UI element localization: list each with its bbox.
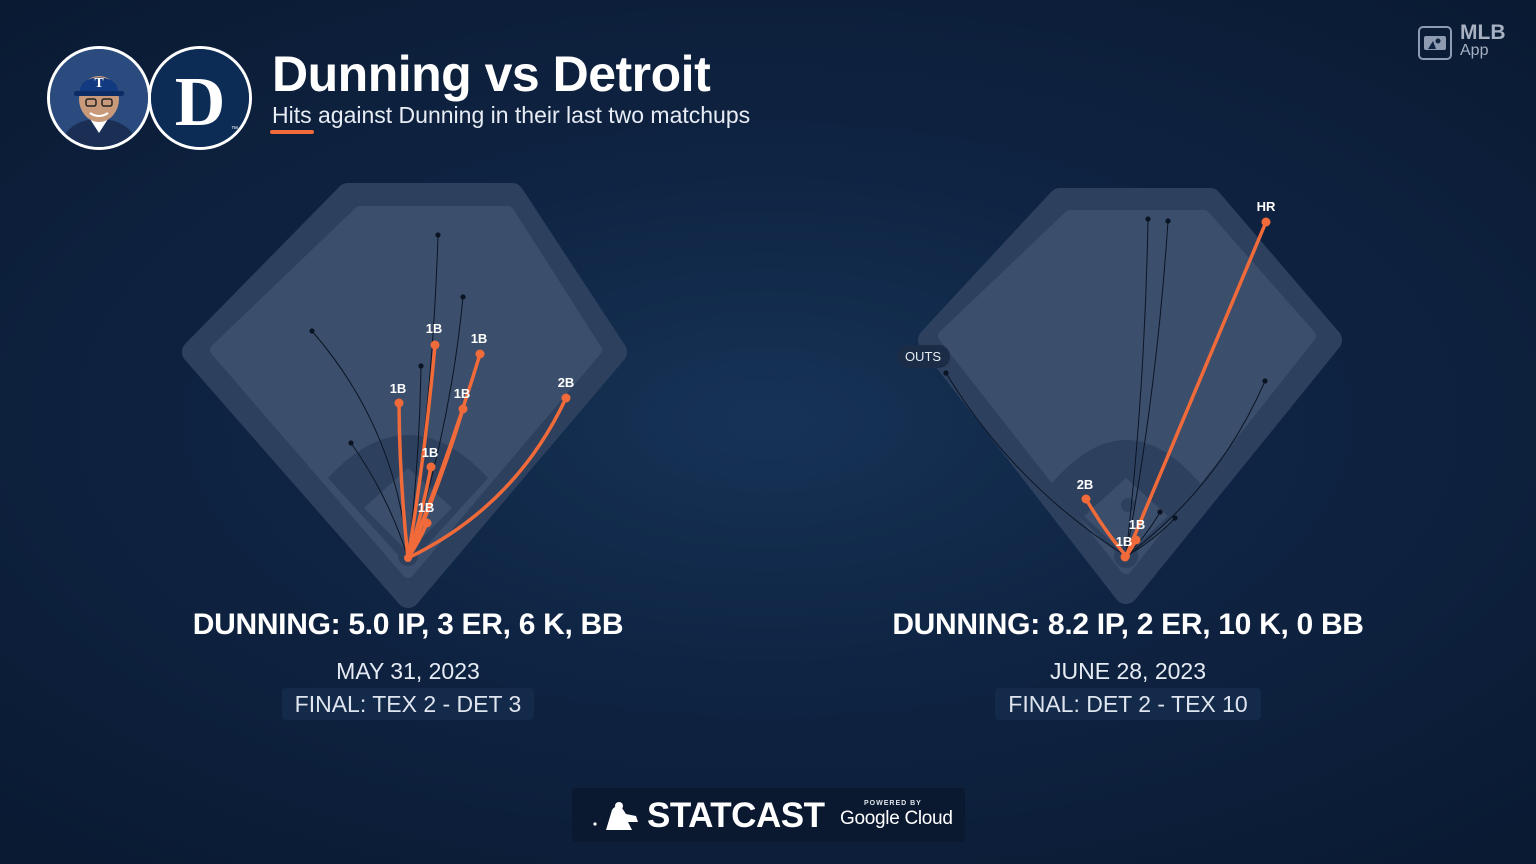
hit-label: 1B <box>1116 534 1133 549</box>
hit-label: 2B <box>558 375 575 390</box>
out-marker <box>460 294 466 300</box>
hit-trajectory <box>406 343 437 560</box>
out-marker <box>435 232 441 238</box>
out-trajectory <box>1125 218 1149 557</box>
game-1-date: MAY 31, 2023 <box>336 658 480 684</box>
hit-marker <box>475 349 485 359</box>
out-marker <box>1262 378 1268 384</box>
player-avatar: T <box>47 46 151 150</box>
hit-trajectory <box>397 401 410 560</box>
hit-marker <box>458 404 468 414</box>
team-logo: D ™ <box>148 46 252 150</box>
hit-marker <box>422 518 432 528</box>
google-cloud-text: Google Cloud <box>840 808 953 829</box>
subtitle-accent <box>270 130 314 134</box>
hit-marker <box>430 340 440 350</box>
hit-label: 1B <box>454 386 471 401</box>
mlb-batter-icon <box>593 802 638 830</box>
out-marker <box>1157 509 1163 515</box>
hit-label: 1B <box>390 381 407 396</box>
outs-label: OUTS <box>905 349 941 364</box>
trademark-mark: ™ <box>231 126 238 133</box>
home-plate-marker <box>1122 552 1130 560</box>
cap-letter: T <box>94 76 104 91</box>
hit-label: 1B <box>1129 517 1146 532</box>
mlb-logo-icon <box>1418 26 1452 60</box>
game-1-final: FINAL: TEX 2 - DET 3 <box>281 688 535 720</box>
out-marker <box>309 328 315 334</box>
page-subtitle: Hits against Dunning in their last two m… <box>272 102 751 128</box>
home-plate-marker <box>404 554 412 562</box>
hit-marker <box>1081 494 1091 504</box>
hit-trajectory <box>1084 497 1128 558</box>
hit-trajectory <box>406 465 433 560</box>
field-game-2 <box>918 188 1342 604</box>
page-title: Dunning vs Detroit <box>272 46 711 102</box>
hit-trajectory <box>406 396 568 560</box>
logo-letter: D <box>175 64 226 141</box>
player-photo-icon: T <box>50 49 148 147</box>
field-game-1 <box>182 183 627 608</box>
out-trajectory <box>1125 220 1169 557</box>
out-marker <box>348 440 354 446</box>
out-marker <box>1145 216 1151 222</box>
hit-trajectory <box>406 407 465 560</box>
hit-label: 2B <box>1077 477 1094 492</box>
hit-marker <box>1131 535 1141 545</box>
tigers-d-icon: D ™ <box>151 49 249 147</box>
hit-label: 1B <box>422 445 439 460</box>
out-marker <box>1165 218 1171 224</box>
hit-marker <box>1261 217 1271 227</box>
badge-line2: App <box>1460 42 1489 59</box>
out-marker <box>1172 515 1178 521</box>
out-marker <box>943 370 949 376</box>
hits-game-1: 1B 1B 1B 1B 2B 1B 1B <box>390 321 575 562</box>
out-trajectory <box>945 372 1127 557</box>
hit-label: 1B <box>471 331 488 346</box>
hit-marker <box>426 462 436 472</box>
game-2-date: JUNE 28, 2023 <box>1050 658 1206 684</box>
outs-game-2 <box>943 216 1268 557</box>
out-trajectory <box>350 442 409 559</box>
powered-by-text: POWERED BY <box>864 800 922 807</box>
badge-line1: MLB <box>1460 21 1506 44</box>
statcast-footer: STATCAST POWERED BY Google Cloud <box>572 788 965 842</box>
outs-tag: OUTS <box>897 345 950 368</box>
out-trajectory <box>1125 380 1266 557</box>
hit-marker <box>394 398 404 408</box>
hit-label: 1B <box>426 321 443 336</box>
hit-marker <box>561 393 571 403</box>
hit-trajectory <box>1124 220 1268 558</box>
out-trajectory <box>1125 517 1176 557</box>
game-1-stat-line: DUNNING: 5.0 IP, 3 ER, 6 K, BB <box>192 608 624 641</box>
out-marker <box>418 363 424 369</box>
hit-label: 1B <box>418 500 435 515</box>
mlb-app-badge: MLB App <box>1418 21 1518 66</box>
game-2-final: FINAL: DET 2 - TEX 10 <box>995 688 1261 720</box>
game-2-stat-line: DUNNING: 8.2 IP, 2 ER, 10 K, 0 BB <box>892 608 1364 641</box>
hit-label: HR <box>1257 199 1276 214</box>
statcast-wordmark: STATCAST <box>647 796 825 835</box>
hits-game-2: HR 2B 1B 1B <box>1077 199 1276 562</box>
